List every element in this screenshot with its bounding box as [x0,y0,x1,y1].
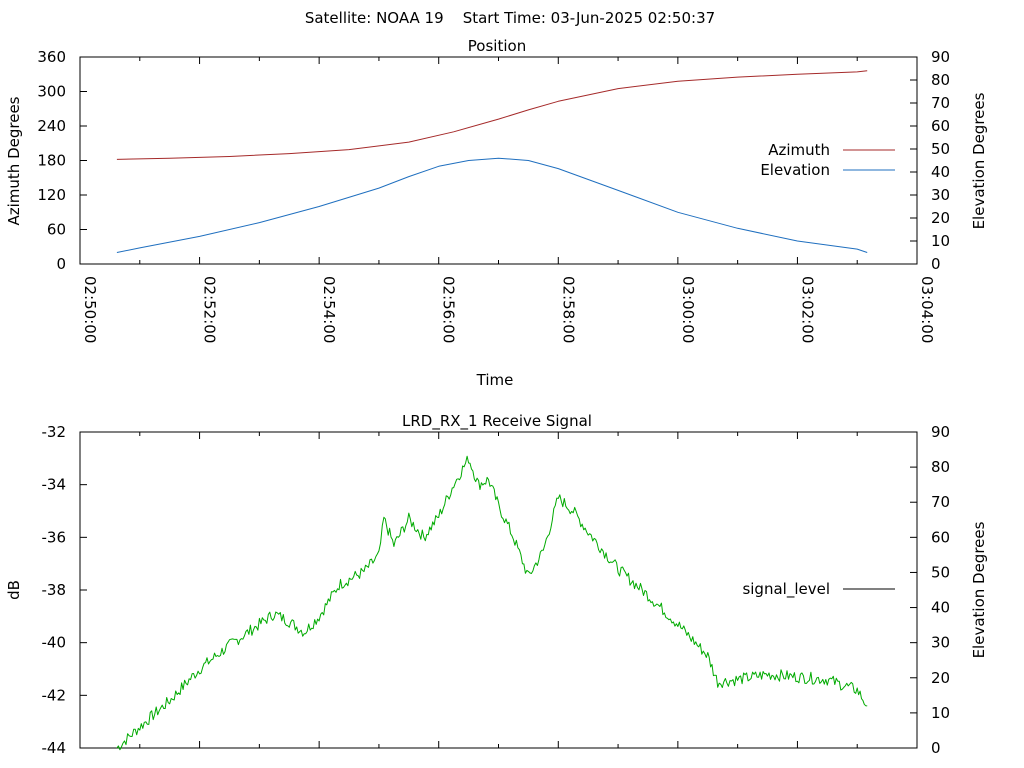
position-xaxis-label: Time [476,371,514,389]
position-ytick-label: 180 [37,152,66,170]
position-y2tick-label: 50 [931,140,950,158]
signal-ytick-label: -42 [42,686,67,704]
signal-chart: LRD_RX_1 Receive Signal dB Elevation Deg… [5,412,988,757]
position-series-azimuth [116,70,868,160]
position-y2tick-label: 0 [931,255,941,273]
position-y2tick-label: 30 [931,186,950,204]
signal-y2tick-label: 80 [931,458,950,476]
signal-ytick-label: -44 [42,739,67,757]
position-y2tick-label: 90 [931,48,950,66]
signal-y2tick-label: 30 [931,634,950,652]
position-y2tick-label: 70 [931,94,950,112]
position-yaxis-label: Azimuth Degrees [5,96,23,225]
position-xtick-label: 02:58:00 [559,276,577,343]
position-chart-title: Position [468,37,526,55]
position-y2tick-label: 10 [931,232,950,250]
signal-chart-title: LRD_RX_1 Receive Signal [402,412,592,431]
position-y2tick-label: 40 [931,163,950,181]
signal-y2axis-label: Elevation Degrees [970,521,988,658]
signal-series-signal-level [116,455,868,751]
position-ytick-label: 300 [37,83,66,101]
position-ytick-label: 120 [37,186,66,204]
position-xtick-label: 02:56:00 [440,276,458,343]
signal-yaxis-label: dB [5,580,23,600]
position-ytick-label: 0 [56,255,66,273]
position-xtick-label: 02:52:00 [201,276,219,343]
position-series-elevation [116,157,868,253]
position-y2axis-label: Elevation Degrees [970,92,988,229]
position-chart: Position Time Azimuth Degrees Elevation … [5,37,988,389]
position-y2tick-label: 20 [931,209,950,227]
signal-ytick-label: -36 [42,528,67,546]
position-y2tick-label: 80 [931,71,950,89]
signal-y2tick-label: 10 [931,704,950,722]
position-xtick-label: 03:04:00 [918,276,936,343]
signal-legend-label: signal_level [742,580,830,599]
position-xtick-label: 02:50:00 [81,276,99,343]
signal-ytick-label: -34 [42,476,67,494]
signal-y2tick-label: 70 [931,493,950,511]
position-legend-label: Azimuth [768,141,830,159]
signal-y2tick-label: 0 [931,739,941,757]
signal-y2tick-label: 50 [931,563,950,581]
position-legend-label: Elevation [760,161,830,179]
signal-ytick-label: -38 [42,581,67,599]
position-ytick-label: 60 [47,221,66,239]
position-xtick-label: 02:54:00 [320,276,338,343]
position-ytick-label: 360 [37,48,66,66]
position-xtick-label: 03:02:00 [798,276,816,343]
position-ytick-label: 240 [37,117,66,135]
signal-y2tick-label: 40 [931,599,950,617]
signal-y2tick-label: 20 [931,669,950,687]
signal-y2tick-label: 90 [931,423,950,441]
signal-ytick-label: -32 [42,423,67,441]
position-y2tick-label: 60 [931,117,950,135]
chart-header: Satellite: NOAA 19 Start Time: 03-Jun-20… [305,9,715,27]
signal-y2tick-label: 60 [931,528,950,546]
position-xtick-label: 03:00:00 [679,276,697,343]
signal-ytick-label: -40 [42,634,67,652]
